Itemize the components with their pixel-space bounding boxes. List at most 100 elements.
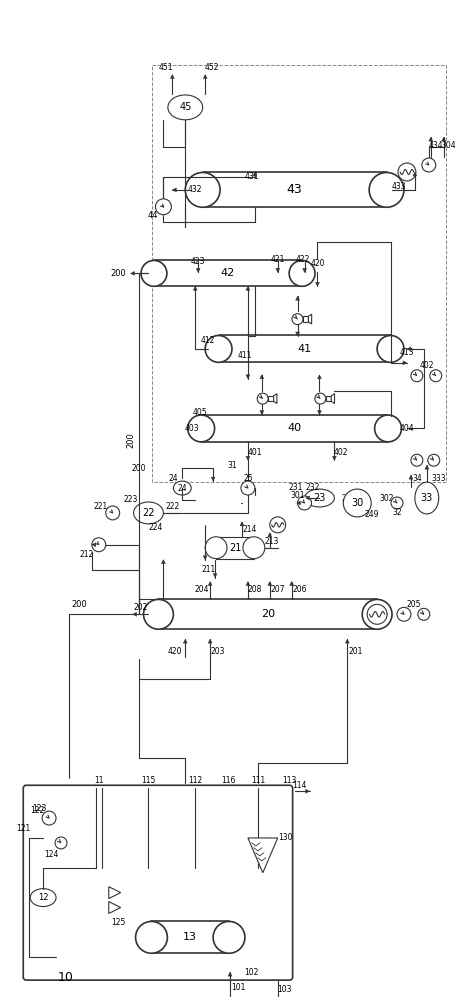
Text: 114: 114 [292,781,307,790]
Ellipse shape [415,482,439,514]
Text: 431: 431 [244,172,259,181]
Circle shape [411,454,423,466]
Text: 200: 200 [111,269,127,278]
Polygon shape [260,375,264,379]
Text: 24: 24 [169,474,178,483]
Text: 412: 412 [201,336,215,345]
Text: 214: 214 [243,525,257,534]
Text: 304: 304 [441,141,456,150]
Text: 122: 122 [30,806,44,815]
Polygon shape [413,172,417,176]
Circle shape [270,517,286,533]
Text: 405: 405 [193,408,207,417]
Text: 422: 422 [295,255,310,264]
Ellipse shape [289,260,315,286]
Text: 33: 33 [421,493,433,503]
Bar [158,599,377,629]
Bar [303,316,308,322]
Text: 413: 413 [400,348,414,357]
Text: 21: 21 [229,543,241,553]
Polygon shape [133,612,137,616]
Text: 12: 12 [38,893,49,902]
Text: 403: 403 [185,424,200,433]
Ellipse shape [375,415,401,442]
Polygon shape [296,296,299,300]
Text: 121: 121 [16,824,30,833]
Text: 45: 45 [179,102,191,112]
Text: 123: 123 [32,804,46,813]
Polygon shape [316,282,319,286]
FancyBboxPatch shape [23,785,292,980]
Text: 200: 200 [126,432,135,448]
Polygon shape [172,188,176,192]
Text: 433: 433 [392,182,406,191]
Text: 111: 111 [251,776,265,785]
Ellipse shape [30,889,56,907]
Text: 41: 41 [298,344,311,354]
Polygon shape [403,361,407,365]
Polygon shape [246,456,250,460]
Ellipse shape [134,502,164,524]
Polygon shape [208,582,212,585]
Polygon shape [109,902,121,913]
Polygon shape [268,533,272,537]
Polygon shape [248,838,278,873]
Circle shape [367,604,387,624]
Polygon shape [228,972,232,976]
Polygon shape [409,475,413,479]
Text: 213: 213 [265,537,279,546]
Text: 207: 207 [270,585,285,594]
Text: 224: 224 [148,523,163,532]
Circle shape [42,811,56,825]
Text: 22: 22 [142,508,155,518]
Text: 32: 32 [392,508,402,517]
Circle shape [92,538,106,552]
Ellipse shape [304,489,334,507]
Circle shape [298,496,311,510]
Text: 200: 200 [131,464,146,473]
Text: 102: 102 [245,968,259,977]
Circle shape [257,393,268,404]
Text: 43: 43 [287,183,303,196]
Polygon shape [276,268,280,272]
Text: 10: 10 [58,971,74,984]
Text: 401: 401 [248,448,262,457]
Text: 101: 101 [231,983,245,992]
Circle shape [391,497,403,509]
Ellipse shape [173,481,191,495]
Polygon shape [246,375,250,379]
Polygon shape [246,582,250,585]
Polygon shape [290,582,294,585]
Text: 203: 203 [211,647,225,656]
Text: 112: 112 [188,776,202,785]
Text: 24: 24 [177,484,187,493]
Circle shape [315,393,326,404]
Polygon shape [203,75,207,79]
Text: 212: 212 [80,550,94,559]
Polygon shape [246,286,250,290]
Text: 420: 420 [310,259,325,268]
Bar [154,260,302,286]
Text: 451: 451 [158,63,173,72]
Polygon shape [407,347,411,351]
Bar [203,172,387,207]
Text: 231: 231 [288,483,303,492]
Polygon shape [331,394,334,404]
Polygon shape [308,314,312,324]
Polygon shape [196,268,200,272]
Polygon shape [161,560,165,564]
Text: 30: 30 [351,498,363,508]
Text: 204: 204 [195,585,209,594]
Text: 432: 432 [188,185,202,194]
Ellipse shape [144,599,173,629]
Polygon shape [317,411,322,415]
Bar [152,921,229,953]
Text: 113: 113 [282,776,297,785]
Text: 222: 222 [165,502,179,511]
Circle shape [428,454,440,466]
Ellipse shape [377,335,404,362]
Text: 301: 301 [290,491,305,500]
Text: 44: 44 [147,211,158,220]
Text: 42: 42 [221,268,235,278]
Circle shape [155,199,171,215]
